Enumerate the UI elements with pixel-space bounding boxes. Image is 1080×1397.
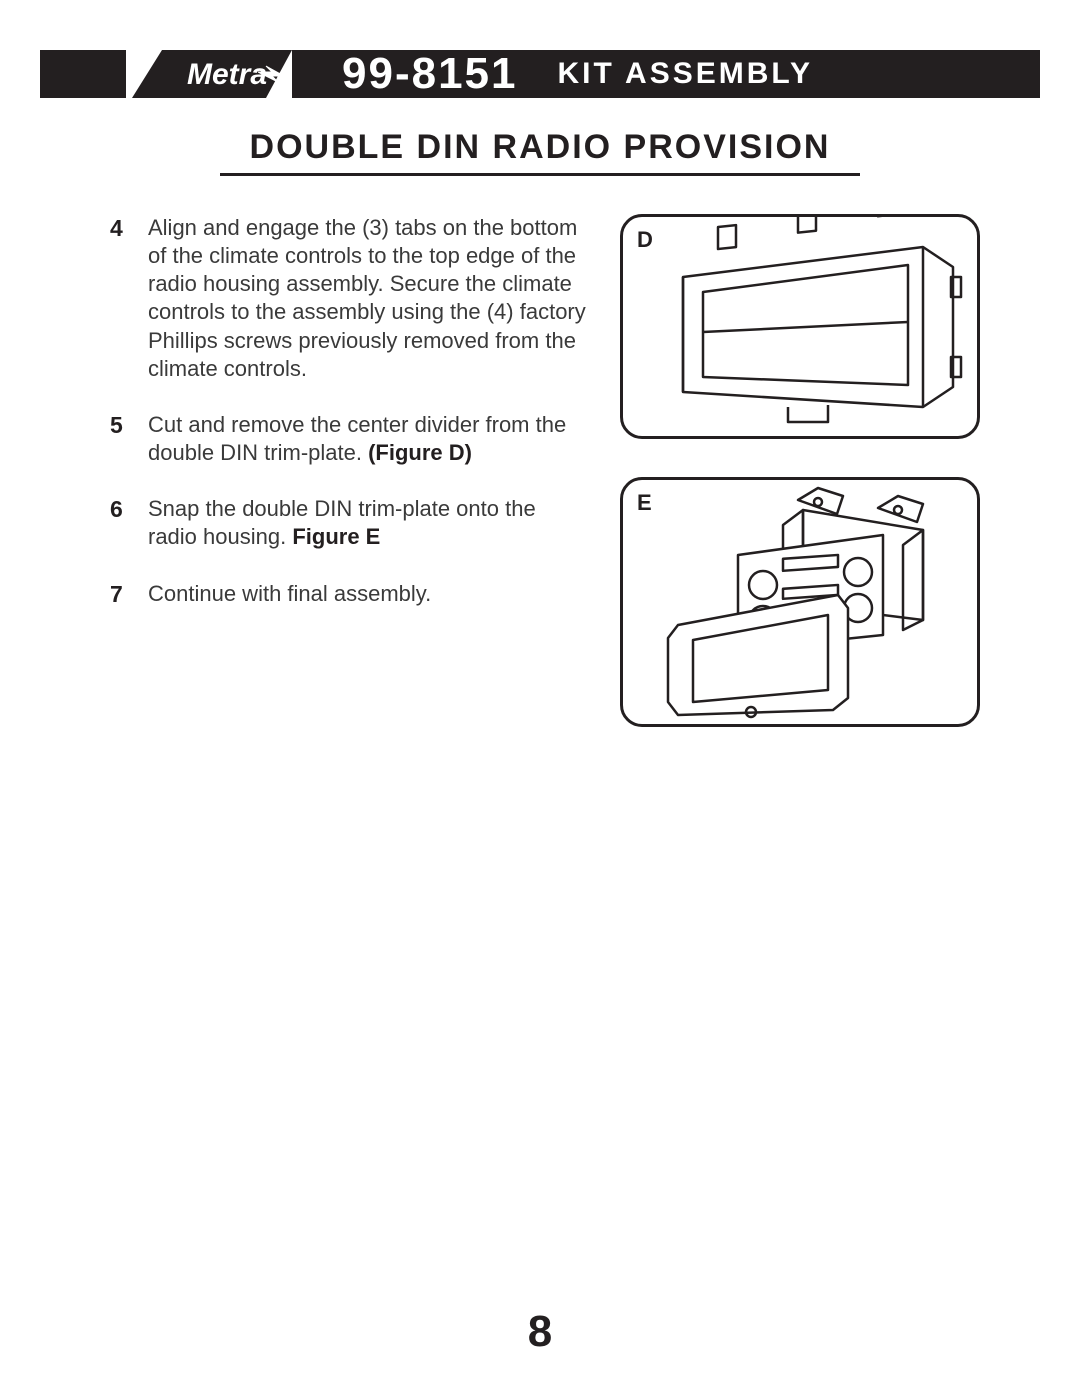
step-text: Continue with final assembly. xyxy=(148,580,590,609)
step-7: 7 Continue with final assembly. xyxy=(110,580,590,609)
header-label: KIT ASSEMBLY xyxy=(557,57,812,91)
step-number: 6 xyxy=(110,495,148,551)
figure-d: D xyxy=(620,214,980,439)
figure-e: E xyxy=(620,477,980,727)
section-title-rule xyxy=(220,173,860,176)
step-5: 5 Cut and remove the center divider from… xyxy=(110,411,590,467)
figure-label: D xyxy=(637,227,653,253)
step-number: 7 xyxy=(110,580,148,609)
part-number: 99-8151 xyxy=(342,49,517,99)
step-text: Cut and remove the center divider from t… xyxy=(148,411,590,467)
header-accent-block xyxy=(40,50,126,98)
step-text: Align and engage the (3) tabs on the bot… xyxy=(148,214,590,383)
trimplate-snap-icon xyxy=(623,480,983,730)
housing-assembly-icon xyxy=(623,217,983,442)
section-title: DOUBLE DIN RADIO PROVISION xyxy=(40,128,1040,167)
step-6: 6 Snap the double DIN trim-plate onto th… xyxy=(110,495,590,551)
step-number: 4 xyxy=(110,214,148,383)
page-number: 8 xyxy=(0,1307,1080,1357)
instruction-list: 4 Align and engage the (3) tabs on the b… xyxy=(110,214,590,765)
brand-logo: Metra xyxy=(132,50,292,98)
step-text: Snap the double DIN trim-plate onto the … xyxy=(148,495,590,551)
brand-text: Metra xyxy=(187,58,267,91)
step-4: 4 Align and engage the (3) tabs on the b… xyxy=(110,214,590,383)
step-number: 5 xyxy=(110,411,148,467)
figure-label: E xyxy=(637,490,652,516)
header-bar: Metra 99-8151 KIT ASSEMBLY xyxy=(40,50,1040,98)
